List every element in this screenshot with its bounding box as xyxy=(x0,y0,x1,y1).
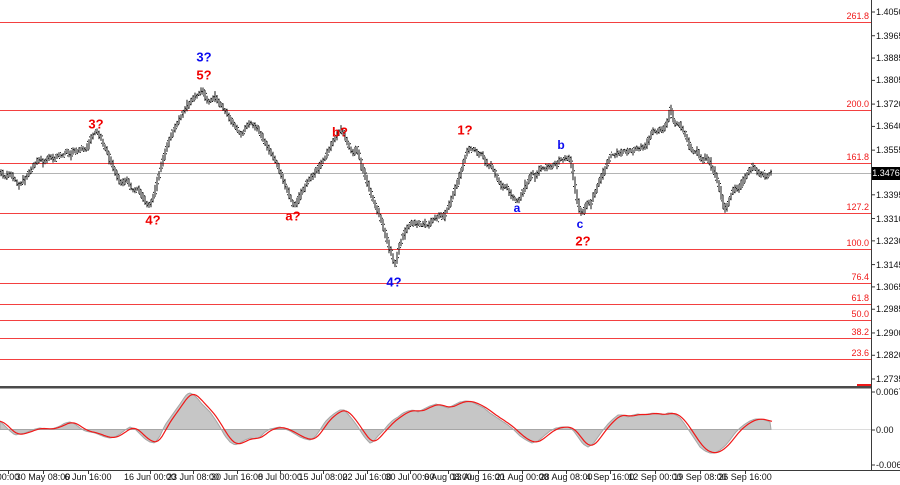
fib-level-label: 50.0 xyxy=(851,309,869,319)
current-price-label: 1.3476 xyxy=(872,167,900,180)
fib-level-label: 100.0 xyxy=(846,238,869,248)
fib-level-label: 23.6 xyxy=(851,348,869,358)
price-axis-label: 1.3640 xyxy=(876,121,900,132)
price-axis-label: 1.3885 xyxy=(876,53,900,64)
wave-label: 2? xyxy=(575,233,591,249)
fib-level-label: 261.8 xyxy=(846,11,869,21)
panel-separator xyxy=(0,386,871,389)
time-axis-label: 30 May 08:00 xyxy=(15,472,71,482)
price-axis-label: 1.3230 xyxy=(876,235,900,246)
wave-label: 5? xyxy=(196,67,212,83)
fib-level-label: 76.4 xyxy=(851,272,869,282)
time-axis-label: 6 Aug 08:00 xyxy=(423,472,473,482)
wave-label: b? xyxy=(332,124,348,140)
fib-level-label: 38.2 xyxy=(851,327,869,337)
oscillator-indicator xyxy=(0,392,871,454)
time-axis-label: 22 Jul 16:00 xyxy=(342,472,392,482)
price-axis-label: 1.3805 xyxy=(876,75,900,86)
time-axis-label: 26 Sep 16:00 xyxy=(718,472,772,482)
time-axis-label: 21 Aug 00:00 xyxy=(495,472,549,482)
price-axis-label: 1.3965 xyxy=(876,30,900,41)
oscillator-signal-line xyxy=(0,393,773,454)
time-axis-label: 6 Jun 16:00 xyxy=(64,472,112,482)
price-axis-label: 1.3145 xyxy=(876,259,900,270)
axes-frame xyxy=(0,0,900,474)
price-axis-label: 1.2900 xyxy=(876,327,900,338)
price-axis[interactable] xyxy=(872,0,900,470)
fib-level-label: 200.0 xyxy=(846,99,869,109)
wave-label: a? xyxy=(285,208,301,224)
oscillator-axis-label: 0.00 xyxy=(876,425,894,435)
wave-label: a xyxy=(513,201,521,215)
wave-label: b xyxy=(557,138,565,152)
price-axis-label: 1.2820 xyxy=(876,350,900,361)
fib-level-label: 61.8 xyxy=(851,293,869,303)
price-axis-label: 1.2735 xyxy=(876,374,900,384)
time-axis-label: 00:00 xyxy=(0,472,20,482)
oscillator-axis-label: 0.00678 xyxy=(876,387,900,397)
time-axis[interactable] xyxy=(0,470,900,485)
time-axis-label: 28 Aug 08:00 xyxy=(539,472,593,482)
time-axis-label: 8 Jul 00:00 xyxy=(257,472,303,482)
wave-label: 4? xyxy=(145,212,161,228)
time-axis-label: 19 Sep 08:00 xyxy=(673,472,727,482)
wave-label: 3? xyxy=(196,49,212,65)
oscillator-axis-label: -0.00668 xyxy=(876,460,900,470)
price-axis-label: 1.3395 xyxy=(876,189,900,200)
wave-label: 1? xyxy=(457,122,473,138)
fib-level-label: 161.8 xyxy=(846,152,869,162)
price-axis-label: 1.3310 xyxy=(876,213,900,224)
time-axis-label: 4 Sep 16:00 xyxy=(585,472,635,482)
fib-level-lines xyxy=(0,22,871,360)
price-bars xyxy=(0,87,772,268)
time-axis-label: 30 Jul 00:00 xyxy=(385,472,435,482)
price-axis-label: 1.2985 xyxy=(876,304,900,315)
time-axis-label: 16 Jun 00:00 xyxy=(123,472,177,482)
time-axis-label: 23 Jun 08:00 xyxy=(166,472,220,482)
time-axis-label: 13 Aug 16:00 xyxy=(451,472,505,482)
wave-label: c xyxy=(576,217,584,231)
time-axis-label: 12 Sep 00:00 xyxy=(628,472,682,482)
wave-label: 4? xyxy=(386,274,402,290)
price-axis-label: 1.3065 xyxy=(876,281,900,292)
oscillator-area xyxy=(0,392,772,454)
price-axis-label: 1.4050 xyxy=(876,7,900,17)
price-axis-label: 1.3555 xyxy=(876,145,900,156)
time-axis-label: 30 Jun 16:00 xyxy=(210,472,264,482)
time-axis-label: 15 Jul 08:00 xyxy=(298,472,348,482)
price-axis-label: 1.3720 xyxy=(876,99,900,110)
fib-level-label: 127.2 xyxy=(846,202,869,212)
wave-label: 3? xyxy=(88,116,104,132)
